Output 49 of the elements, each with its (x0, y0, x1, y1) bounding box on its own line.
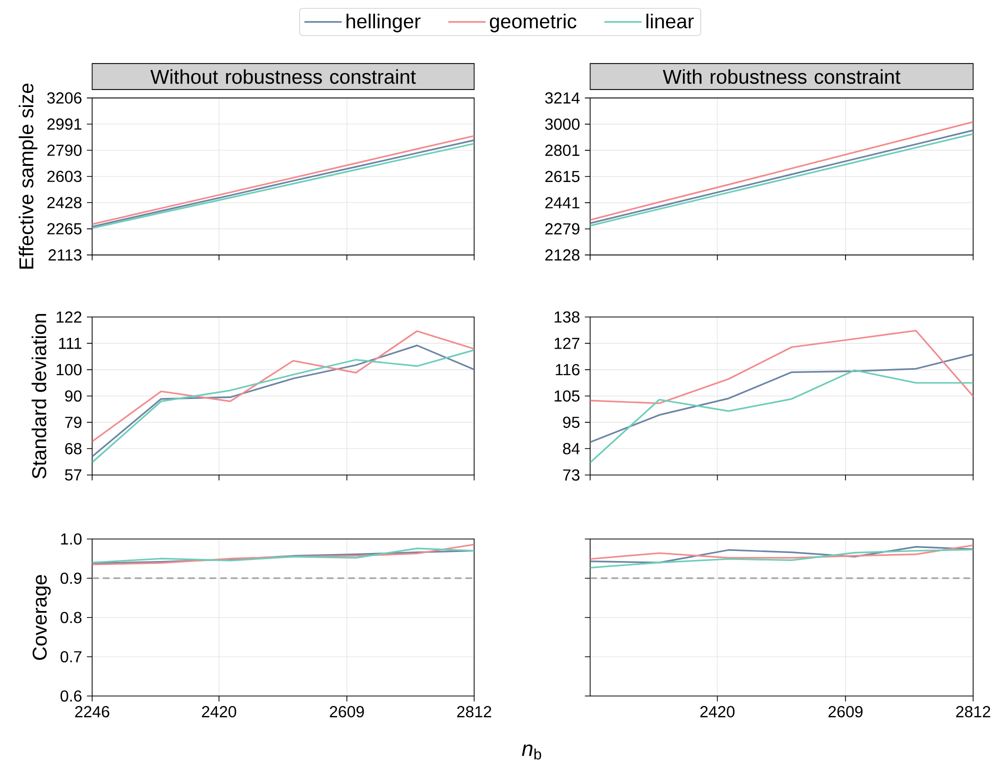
y-tick-label: 73 (563, 469, 580, 481)
y-tick-label: 138 (554, 311, 580, 323)
y-tick-label: 2801 (545, 144, 580, 156)
x-tick-label: 2609 (828, 706, 863, 718)
y-tick-label: 3206 (47, 92, 82, 104)
y-tick-label: 2603 (47, 170, 82, 182)
x-tick-label: 2812 (956, 706, 990, 718)
y-tick-label: 2991 (47, 118, 82, 130)
x-tick-label: 2420 (700, 706, 735, 718)
y-tick-label: 116 (556, 364, 580, 376)
y-axis-title: Effective sample size (18, 84, 38, 269)
y-tick-label: 3000 (545, 118, 580, 130)
y-tick-label: 127 (554, 338, 580, 349)
y-axis-title: Standard deviation (32, 314, 46, 478)
y-tick-label: 105 (554, 390, 580, 402)
y-tick-label: 84 (563, 443, 580, 454)
x-tick-label: 2420 (202, 706, 236, 718)
legend-label: hellinger (346, 14, 420, 32)
y-tick-label: 2279 (545, 223, 580, 234)
y-tick-label: 2428 (47, 196, 82, 208)
y-tick-label: 2615 (545, 170, 580, 182)
y-tick-label: 0.6 (60, 690, 82, 702)
y-tick-label: 57 (65, 469, 82, 481)
y-tick-label: 2441 (545, 197, 580, 208)
x-tick-label: 2246 (75, 706, 110, 718)
y-tick-label: 100 (56, 364, 82, 376)
chart-title: With robustness constraint (662, 69, 900, 84)
y-axis-title: Coverage (32, 575, 51, 660)
y-tick-label: 2113 (48, 249, 82, 261)
y-tick-label: 79 (65, 416, 82, 428)
y-tick-label: 2128 (545, 249, 580, 261)
y-tick-label: 68 (65, 443, 82, 454)
y-tick-label: 3214 (545, 92, 580, 104)
y-tick-label: 111 (59, 338, 82, 349)
y-tick-label: 122 (56, 311, 82, 323)
y-tick-label: 0.9 (60, 572, 82, 584)
y-tick-label: 2265 (47, 223, 82, 234)
x-axis-title: n$_{b}$ (522, 744, 542, 760)
y-tick-label: 90 (65, 390, 82, 402)
x-tick-label: 2609 (330, 706, 364, 718)
legend-label: linear (646, 14, 694, 28)
x-tick-label: 2812 (457, 706, 492, 718)
y-tick-label: 1.0 (61, 533, 82, 545)
chart-title: Without robustness constraint (150, 69, 416, 84)
y-tick-label: 95 (563, 416, 580, 428)
y-tick-label: 0.7 (60, 651, 82, 662)
legend-label: geometric (490, 14, 576, 32)
y-tick-label: 0.8 (60, 612, 82, 624)
y-tick-label: 2790 (47, 144, 82, 156)
